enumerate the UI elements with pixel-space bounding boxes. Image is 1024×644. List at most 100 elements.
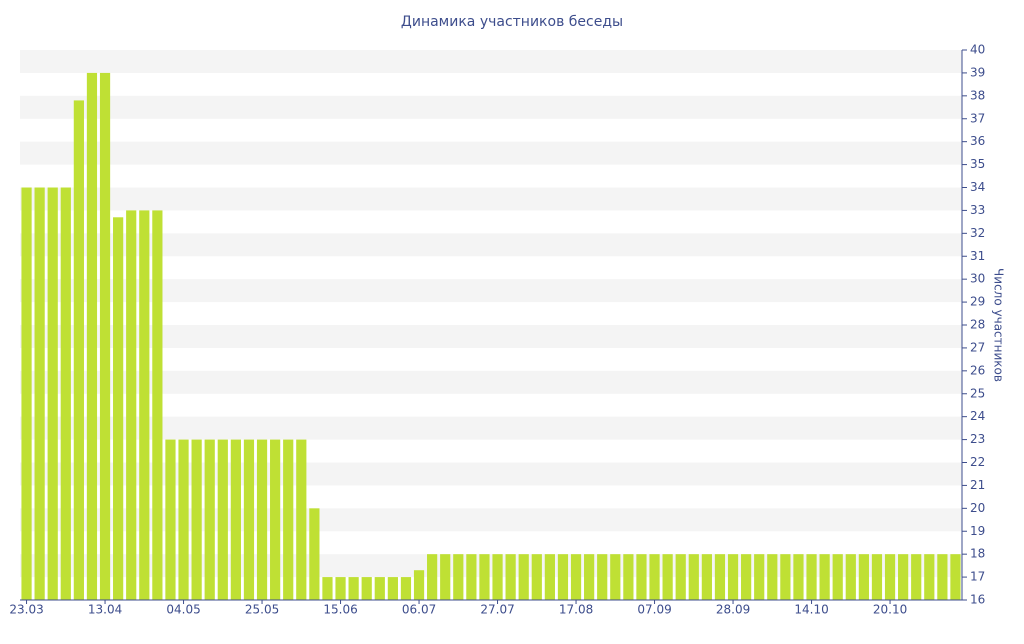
bar: [322, 577, 333, 600]
y-tick-label: 21: [970, 478, 985, 492]
y-tick-label: 16: [970, 593, 985, 607]
bar: [270, 439, 281, 600]
bar: [570, 554, 582, 600]
x-tick-label: 07.09: [637, 603, 671, 617]
bar: [649, 554, 660, 600]
bar: [884, 554, 896, 600]
bar: [21, 187, 32, 600]
bar: [597, 554, 608, 600]
grid-band: [20, 416, 962, 440]
y-tick-label: 29: [970, 295, 985, 309]
x-tick-label: 06.07: [402, 603, 436, 617]
bar: [178, 439, 189, 600]
bar: [283, 439, 294, 600]
y-tick-label: 27: [970, 340, 985, 354]
bar: [636, 554, 647, 600]
y-tick-label: 33: [970, 203, 985, 217]
bar: [675, 554, 686, 600]
grid-band: [20, 508, 962, 532]
bar: [845, 554, 856, 600]
bar: [440, 554, 451, 600]
x-tick-label: 20.10: [873, 603, 907, 617]
bar: [832, 554, 843, 600]
bar: [204, 439, 215, 600]
bar: [819, 554, 830, 600]
bar: [688, 554, 699, 600]
bar: [924, 554, 935, 600]
bar: [309, 508, 320, 600]
bar: [479, 554, 490, 600]
x-tick-label: 25.05: [245, 603, 279, 617]
bar: [86, 72, 98, 600]
bar: [361, 577, 372, 600]
grid-band: [20, 279, 962, 303]
y-tick-label: 20: [970, 501, 985, 515]
bar: [296, 439, 307, 600]
bar: [780, 554, 791, 600]
bar: [348, 577, 359, 600]
bar: [898, 554, 909, 600]
bar: [544, 554, 555, 600]
y-tick-label: 30: [970, 272, 985, 286]
y-tick-label: 40: [970, 43, 985, 57]
bar: [60, 187, 71, 600]
bar: [662, 554, 673, 600]
x-tick-label: 14.10: [794, 603, 828, 617]
bar: [73, 100, 84, 601]
bar: [531, 554, 542, 600]
bar: [400, 577, 412, 600]
bar: [806, 554, 817, 600]
y-tick-label: 31: [970, 249, 985, 263]
bar: [727, 554, 739, 600]
bar: [413, 570, 425, 600]
bar: [139, 210, 150, 600]
bar: [492, 554, 503, 600]
bar: [741, 554, 752, 600]
bar: [34, 187, 45, 600]
bar: [623, 554, 634, 600]
bar: [126, 210, 137, 600]
grid-band: [20, 325, 962, 348]
bar: [767, 554, 778, 600]
bar: [557, 554, 569, 600]
grid-band: [20, 233, 962, 257]
x-tick-label: 17.08: [559, 603, 593, 617]
bar: [466, 554, 477, 600]
x-tick-label: 04.05: [166, 603, 200, 617]
bar: [950, 554, 961, 600]
y-axis-label: Число участников: [992, 268, 1006, 382]
bar: [505, 554, 516, 600]
y-tick-label: 37: [970, 111, 985, 125]
y-tick-label: 38: [970, 88, 985, 102]
grid-band: [20, 554, 962, 578]
bar: [230, 439, 241, 600]
grid-band: [20, 95, 962, 119]
bar: [217, 439, 228, 600]
grid-band: [20, 187, 962, 211]
bar: [427, 554, 438, 600]
y-tick-label: 19: [970, 524, 985, 538]
bar: [165, 439, 176, 600]
bar: [754, 554, 765, 600]
bar: [256, 439, 268, 600]
x-tick-label: 27.07: [480, 603, 514, 617]
y-tick-label: 32: [970, 226, 985, 240]
bar: [584, 554, 595, 600]
grid-band: [20, 370, 962, 394]
bar: [335, 577, 346, 600]
grid-band: [20, 50, 962, 73]
bar: [518, 554, 529, 600]
y-tick-label: 22: [970, 455, 985, 469]
x-tick-label: 28.09: [716, 603, 750, 617]
bar: [793, 554, 804, 600]
bar: [152, 210, 163, 600]
bar: [858, 554, 869, 600]
bar: [99, 72, 111, 600]
y-tick-label: 35: [970, 157, 985, 171]
bar: [911, 554, 922, 600]
bar: [453, 554, 464, 600]
y-tick-label: 24: [970, 409, 985, 423]
bar: [113, 217, 124, 600]
y-tick-label: 34: [970, 180, 985, 194]
